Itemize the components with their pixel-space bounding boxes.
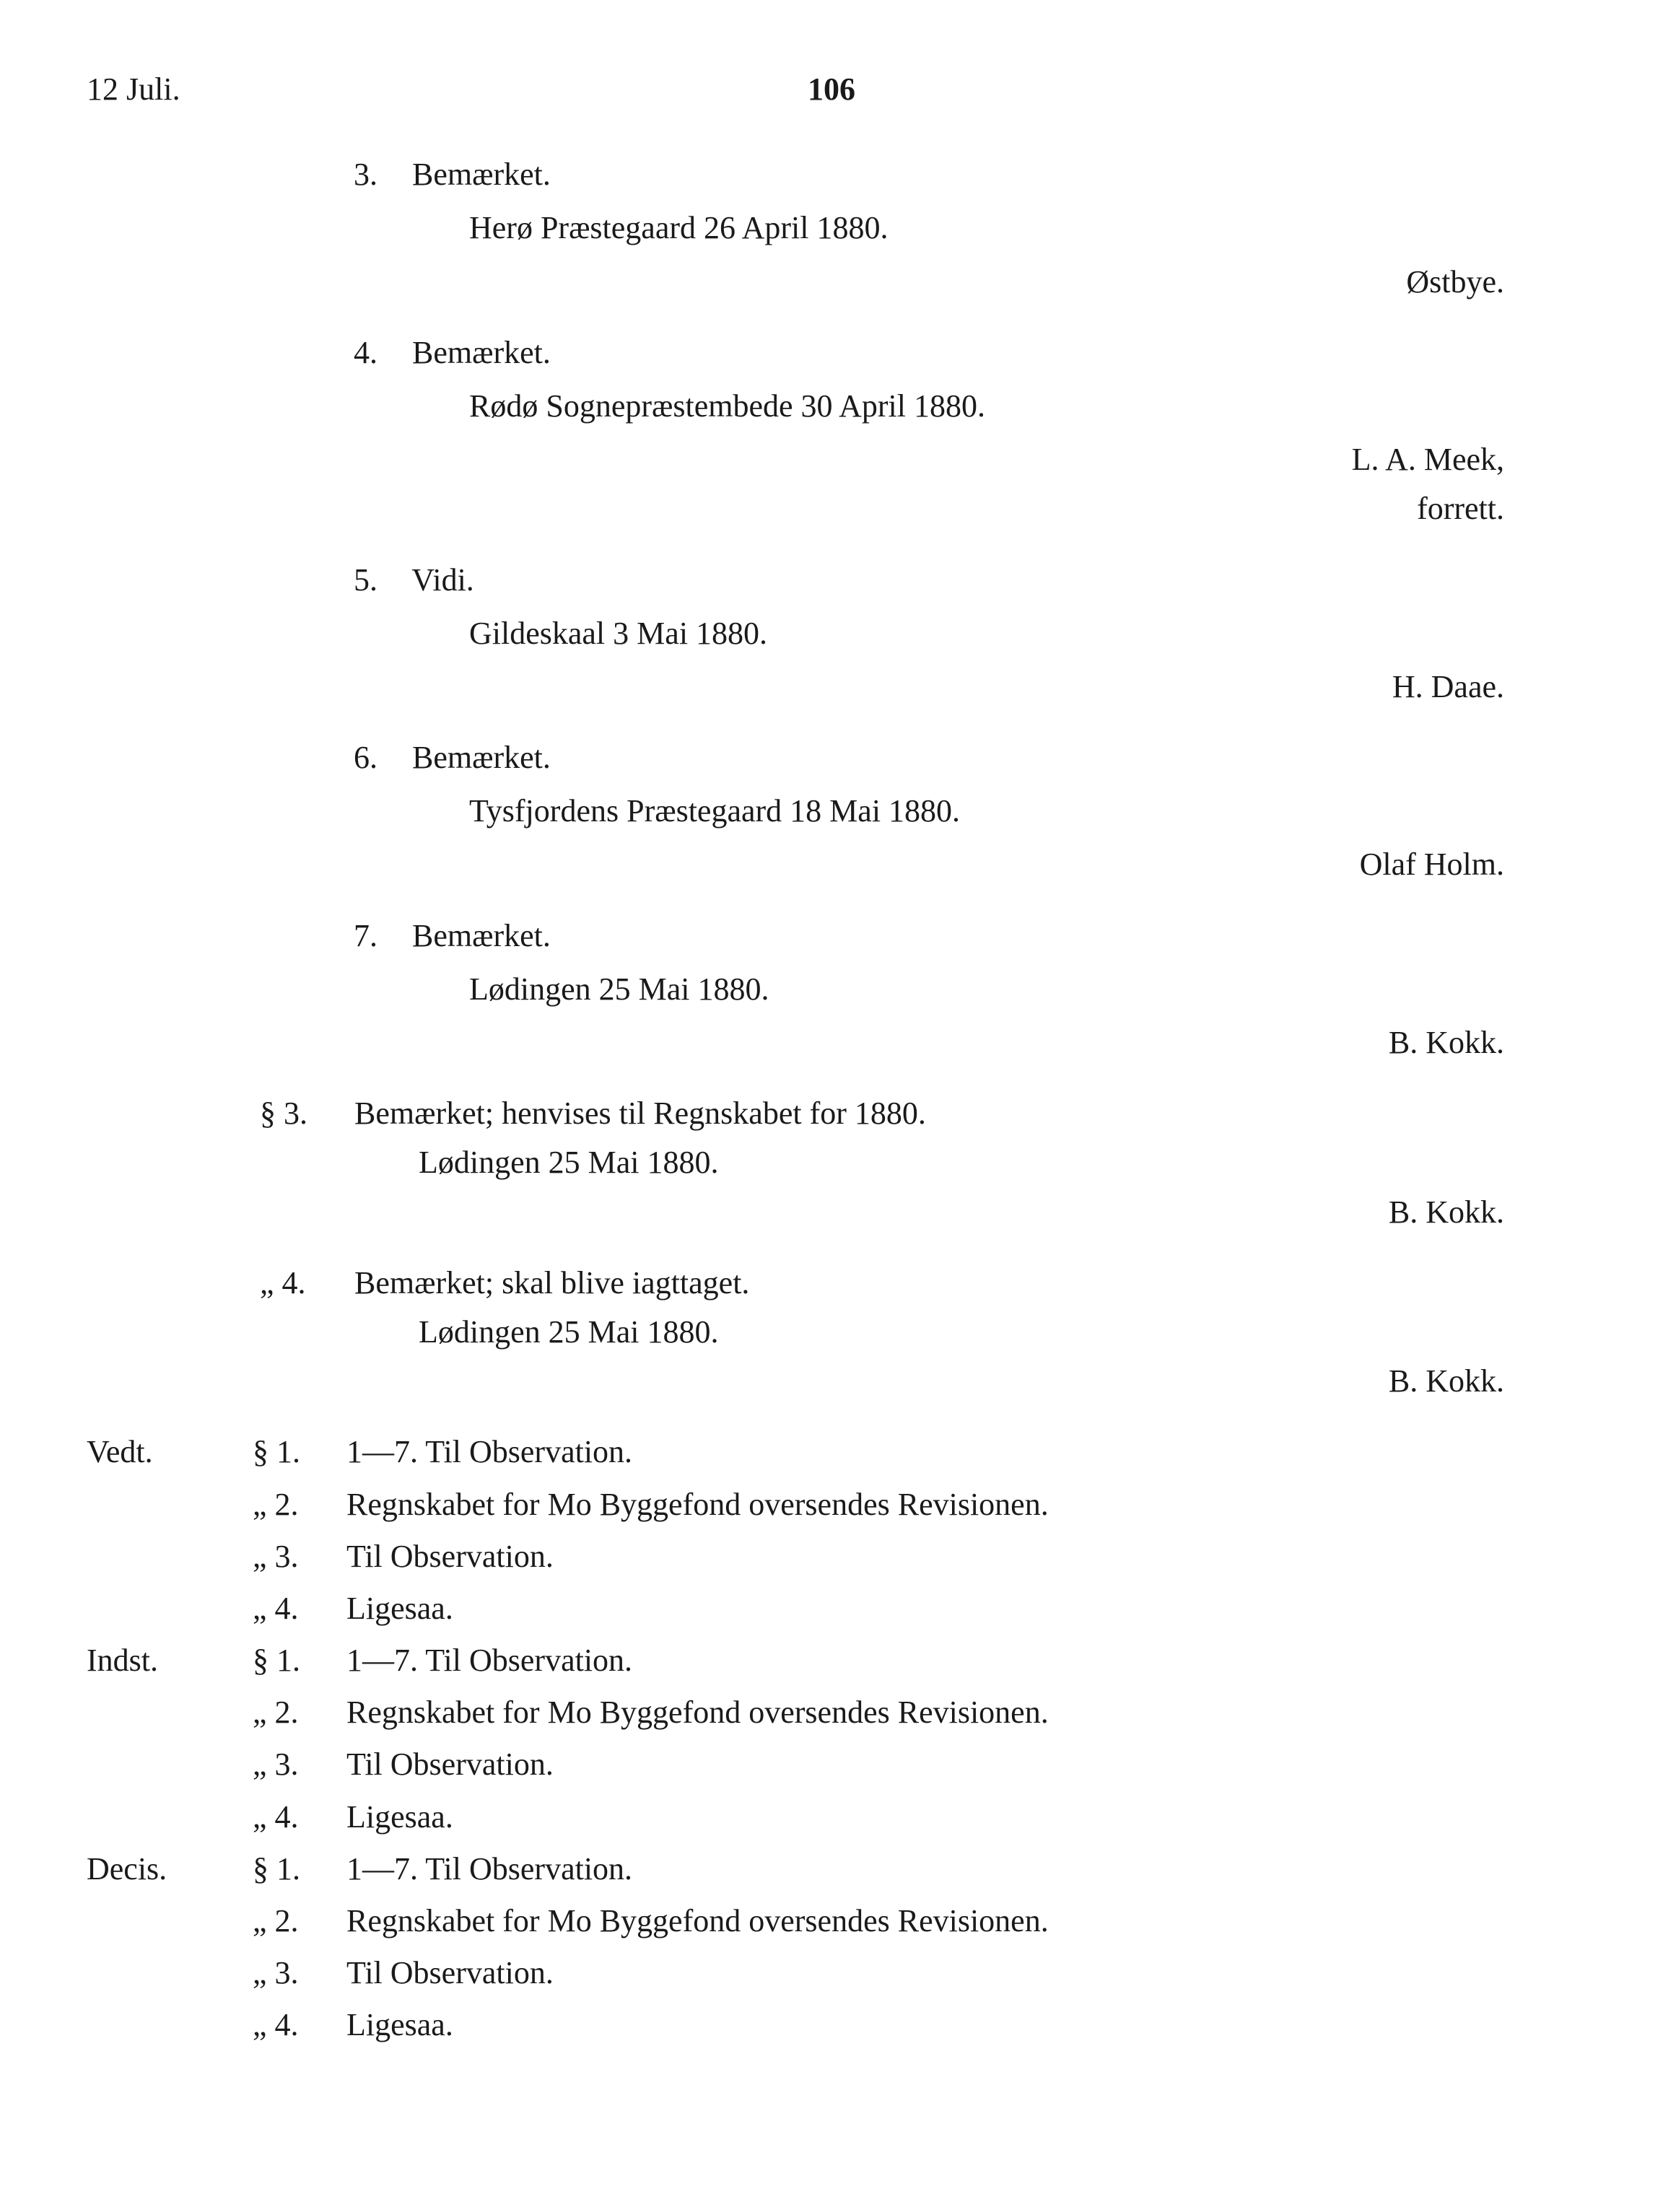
section-text: Bemærket; henvises til Regnskabet for 18… (354, 1096, 926, 1131)
page-header: 12 Juli. 106 (87, 65, 1548, 114)
row-ref: „ 2. (253, 1688, 346, 1737)
entry-label: Bemærket. (412, 335, 551, 370)
entry-signature: H. Daae. (354, 663, 1548, 712)
page-number: 106 (0, 65, 1663, 114)
entry-row: 6. Bemærket. (354, 733, 1548, 782)
section-row: § 3. Bemærket; henvises til Regnskabet f… (260, 1089, 1548, 1138)
entry-sub: Gildeskaal 3 Mai 1880. (469, 609, 1548, 658)
entry-sub: Rødø Sognepræstembede 30 April 1880. (469, 382, 1548, 431)
section-text: Bemærket; skal blive iagttaget. (354, 1265, 749, 1300)
signature-line: forrett. (354, 484, 1504, 533)
row-text: Regnskabet for Mo Byggefond oversendes R… (346, 1480, 1548, 1529)
section-block: § 3. Bemærket; henvises til Regnskabet f… (260, 1089, 1548, 1406)
entry-row: 4. Bemærket. (354, 328, 1548, 377)
row-ref: „ 3. (253, 1740, 346, 1789)
document-page: 12 Juli. 106 3. Bemærket. Herø Præstegaa… (0, 0, 1663, 2212)
entry-label: Bemærket. (412, 157, 551, 192)
row-ref: „ 2. (253, 1897, 346, 1946)
section-sub: Lødingen 25 Mai 1880. (419, 1308, 1548, 1357)
row-text: Ligesaa. (346, 1584, 1548, 1633)
table-row: „ 4. Ligesaa. (87, 2001, 1548, 2050)
table-row: „ 4. Ligesaa. (87, 1584, 1548, 1633)
row-text: Til Observation. (346, 1740, 1548, 1789)
group-label: Vedt. (87, 1428, 253, 1477)
table-row: „ 2. Regnskabet for Mo Byggefond oversen… (87, 1688, 1548, 1737)
table-row: „ 2. Regnskabet for Mo Byggefond oversen… (87, 1480, 1548, 1529)
table-row: „ 3. Til Observation. (87, 1532, 1548, 1581)
row-text: 1—7. Til Observation. (346, 1428, 1548, 1477)
table-row: Indst. § 1. 1—7. Til Observation. (87, 1636, 1548, 1685)
row-text: Til Observation. (346, 1532, 1548, 1581)
table-row: „ 3. Til Observation. (87, 1949, 1548, 1998)
row-ref: „ 3. (253, 1949, 346, 1998)
entry-sub: Herø Præstegaard 26 April 1880. (469, 204, 1548, 253)
row-ref: § 1. (253, 1636, 346, 1685)
section-signature: B. Kokk. (260, 1188, 1548, 1237)
row-text: Regnskabet for Mo Byggefond oversendes R… (346, 1688, 1548, 1737)
entry-number: 3. (354, 150, 404, 199)
signature-line: L. A. Meek, (354, 435, 1504, 484)
row-text: 1—7. Til Observation. (346, 1636, 1548, 1685)
entry-label: Bemærket. (412, 918, 551, 953)
row-ref: „ 3. (253, 1532, 346, 1581)
row-ref: § 1. (253, 1845, 346, 1894)
entry-signature: Østbye. (354, 258, 1548, 307)
decision-table: Vedt. § 1. 1—7. Til Observation. „ 2. Re… (87, 1428, 1548, 2050)
entry-signature: L. A. Meek, forrett. (354, 435, 1548, 533)
section-signature: B. Kokk. (260, 1357, 1548, 1406)
section-label: „ 4. (260, 1259, 346, 1308)
entry-row: 7. Bemærket. (354, 912, 1548, 961)
row-text: Ligesaa. (346, 2001, 1548, 2050)
entry-number: 6. (354, 733, 404, 782)
table-row: Decis. § 1. 1—7. Til Observation. (87, 1845, 1548, 1894)
row-text: Til Observation. (346, 1949, 1548, 1998)
table-row: „ 4. Ligesaa. (87, 1793, 1548, 1842)
row-text: Regnskabet for Mo Byggefond oversendes R… (346, 1897, 1548, 1946)
section-sub: Lødingen 25 Mai 1880. (419, 1138, 1548, 1187)
section-row: „ 4. Bemærket; skal blive iagttaget. (260, 1259, 1548, 1308)
entry-label: Vidi. (411, 562, 474, 598)
entry-number: 4. (354, 328, 404, 377)
row-ref: „ 4. (253, 1793, 346, 1842)
row-text: Ligesaa. (346, 1793, 1548, 1842)
entry-sub: Tysfjordens Præstegaard 18 Mai 1880. (469, 787, 1548, 836)
entry-sub: Lødingen 25 Mai 1880. (469, 965, 1548, 1014)
section-label: § 3. (260, 1089, 346, 1138)
entry-row: 3. Bemærket. (354, 150, 1548, 199)
table-row: Vedt. § 1. 1—7. Til Observation. (87, 1428, 1548, 1477)
entries-block: 3. Bemærket. Herø Præstegaard 26 April 1… (354, 150, 1548, 1067)
row-ref: „ 4. (253, 2001, 346, 2050)
entry-row: 5. Vidi. (354, 556, 1548, 605)
row-text: 1—7. Til Observation. (346, 1845, 1548, 1894)
entry-number: 7. (354, 912, 404, 961)
entry-signature: B. Kokk. (354, 1018, 1548, 1067)
entry-label: Bemærket. (412, 740, 551, 775)
entry-signature: Olaf Holm. (354, 840, 1548, 889)
table-row: „ 2. Regnskabet for Mo Byggefond oversen… (87, 1897, 1548, 1946)
row-ref: „ 2. (253, 1480, 346, 1529)
row-ref: § 1. (253, 1428, 346, 1477)
group-label: Decis. (87, 1845, 253, 1894)
group-label: Indst. (87, 1636, 253, 1685)
entry-number: 5. (354, 556, 404, 605)
table-row: „ 3. Til Observation. (87, 1740, 1548, 1789)
row-ref: „ 4. (253, 1584, 346, 1633)
